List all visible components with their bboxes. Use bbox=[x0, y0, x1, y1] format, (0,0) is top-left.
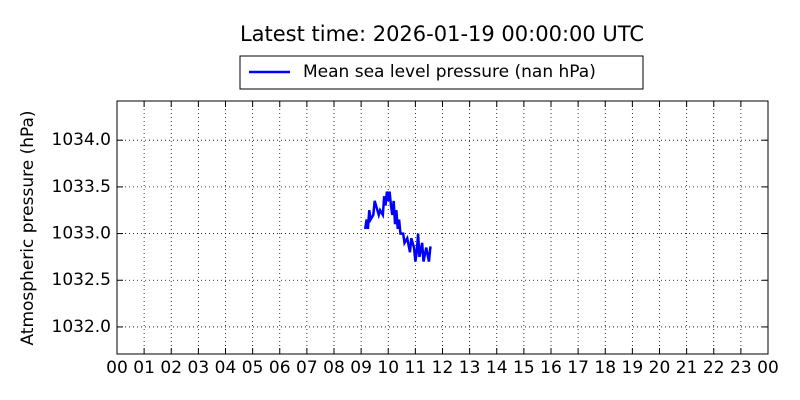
x-tick-label: 14 bbox=[486, 358, 508, 378]
x-tick-label: 05 bbox=[242, 358, 264, 378]
legend-label: Mean sea level pressure (nan hPa) bbox=[303, 62, 596, 82]
y-tick-label: 1034.0 bbox=[52, 130, 111, 150]
x-tick-label: 12 bbox=[432, 358, 454, 378]
data-line bbox=[363, 191, 432, 262]
x-tick-label: 04 bbox=[215, 358, 237, 378]
x-tick-label: 06 bbox=[269, 358, 291, 378]
chart-title: Latest time: 2026-01-19 00:00:00 UTC bbox=[240, 22, 644, 46]
y-tick-label: 1032.5 bbox=[52, 270, 111, 290]
x-tick-label: 00 bbox=[757, 358, 779, 378]
x-tick-label: 18 bbox=[594, 358, 616, 378]
y-tick-label: 1033.5 bbox=[52, 177, 111, 197]
x-tick-label: 02 bbox=[160, 358, 182, 378]
x-tick-label: 20 bbox=[649, 358, 671, 378]
x-tick-label: 16 bbox=[540, 358, 562, 378]
x-tick-label: 08 bbox=[323, 358, 345, 378]
x-tick-label: 17 bbox=[567, 358, 589, 378]
x-tick-label: 03 bbox=[188, 358, 210, 378]
x-tick-label: 13 bbox=[459, 358, 481, 378]
x-tick-label: 01 bbox=[133, 358, 155, 378]
x-tick-label: 10 bbox=[377, 358, 399, 378]
y-tick-label: 1032.0 bbox=[52, 317, 111, 337]
x-tick-label: 07 bbox=[296, 358, 318, 378]
x-tick-label: 15 bbox=[513, 358, 535, 378]
y-axis-label: Atmospheric pressure (hPa) bbox=[18, 110, 38, 345]
plot-frame bbox=[116, 100, 769, 355]
x-tick-label: 21 bbox=[676, 358, 698, 378]
x-tick-label: 22 bbox=[703, 358, 725, 378]
x-tick-label: 23 bbox=[730, 358, 752, 378]
x-tick-label: 00 bbox=[106, 358, 128, 378]
x-tick-label: 19 bbox=[622, 358, 644, 378]
legend bbox=[239, 55, 644, 90]
x-tick-label: 09 bbox=[350, 358, 372, 378]
x-tick-label: 11 bbox=[405, 358, 427, 378]
y-tick-label: 1033.0 bbox=[52, 224, 111, 244]
